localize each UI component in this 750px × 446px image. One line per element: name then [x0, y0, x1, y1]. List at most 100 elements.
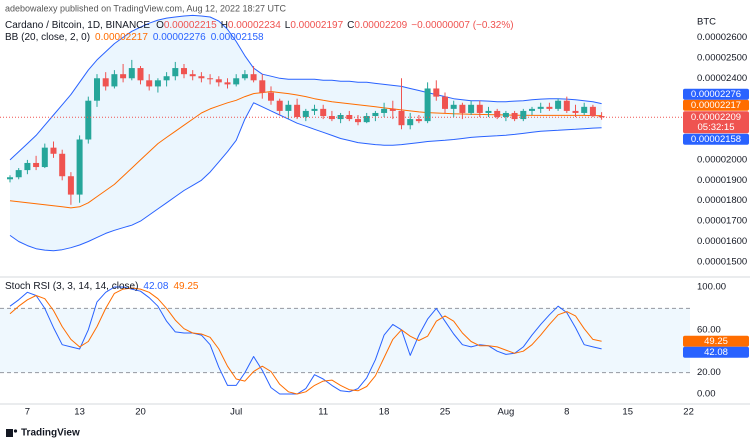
- candle-body: [320, 108, 327, 117]
- ohlc-value: 0.00002234: [228, 20, 281, 31]
- rsi-k-badge: 42.08: [704, 347, 728, 358]
- candle-body: [41, 147, 48, 168]
- ohlc-prefix: L: [285, 20, 291, 31]
- x-tick-label: Jul: [230, 407, 242, 418]
- candle-body: [233, 78, 240, 85]
- candle-body: [146, 80, 153, 87]
- y-tick-label: 20.00: [697, 367, 721, 378]
- y-tick-label: 0.00002600: [697, 32, 747, 43]
- ohlc-prefix: C: [347, 20, 354, 31]
- candle-body: [459, 104, 466, 113]
- candle-body: [346, 115, 353, 120]
- close-badge: 0.00002209: [691, 112, 741, 123]
- close-badge-bg: [683, 111, 749, 134]
- candle-body: [85, 100, 92, 140]
- ohlc-prefix: H: [221, 20, 228, 31]
- rsi-legend-value: 49.25: [173, 281, 198, 292]
- candle-body: [328, 116, 335, 120]
- candle-body: [407, 119, 414, 126]
- candle-body: [76, 139, 83, 195]
- y-tick-label: 0.00002400: [697, 73, 747, 84]
- candle-body: [302, 110, 309, 118]
- x-tick-label: 11: [318, 407, 328, 418]
- rsi-legend-value: 42.08: [143, 281, 168, 292]
- bb-lower-badge: 0.00002158: [691, 134, 741, 145]
- y-tick-label: 0.00001900: [697, 175, 747, 186]
- bb-band: [9, 14, 602, 161]
- x-tick-label: 13: [74, 407, 85, 418]
- ohlc-value: 0.00002197: [290, 20, 343, 31]
- candle-body: [520, 110, 527, 120]
- bb-basis-badge: 0.00002217: [691, 100, 741, 111]
- candle-body: [546, 106, 553, 109]
- candle-body: [276, 100, 283, 111]
- bb-band: [9, 102, 602, 252]
- candle-body: [50, 147, 57, 154]
- y-tick-label: 0.00002500: [697, 52, 747, 63]
- candle-body: [511, 112, 518, 120]
- candle-body: [224, 82, 231, 85]
- bb-fill: [10, 15, 602, 251]
- candle-body: [285, 104, 292, 111]
- candle-body: [102, 78, 109, 87]
- bb-legend-value: 0.00002217: [95, 32, 148, 43]
- candle-body: [563, 100, 570, 111]
- rsi-title: Stoch RSI (3, 3, 14, 14, close): [5, 281, 138, 292]
- rsi-line: [9, 286, 602, 395]
- candle-body: [398, 110, 405, 126]
- bb-legend-value: 0.00002158: [211, 32, 264, 43]
- bb-basis-badge-bg: [683, 99, 749, 111]
- y-tick-label: 60.00: [697, 324, 721, 335]
- rsi-line: [9, 287, 602, 395]
- candle-body: [450, 104, 457, 109]
- candle-body: [433, 88, 440, 97]
- candle-body: [581, 106, 588, 113]
- candle-body: [250, 74, 257, 81]
- publish-note: adebowalexy published on TradingView.com…: [5, 3, 287, 13]
- ohlc-value: 0.00002215: [164, 20, 217, 31]
- candle-body: [529, 108, 535, 111]
- candle-body: [294, 104, 301, 118]
- candle-body: [215, 79, 222, 83]
- x-tick-label: 22: [683, 407, 694, 418]
- y-tick-label: 0.00: [697, 388, 716, 399]
- x-tick-label: 15: [622, 407, 633, 418]
- candle-body: [59, 153, 66, 177]
- logo-part: [13, 429, 18, 433]
- candle-body: [598, 116, 605, 118]
- bb-legend-value: 0.00002276: [153, 32, 206, 43]
- candle-body: [67, 176, 74, 195]
- y-tick-label: 0.00001500: [697, 256, 747, 267]
- bb-title: BB (20, close, 2, 0): [5, 32, 90, 43]
- countdown: 05:32:15: [698, 122, 735, 133]
- candle-body: [363, 116, 370, 123]
- bb-legend: BB (20, close, 2, 0) 0.00002217 0.00002276…: [5, 32, 264, 43]
- x-tick-label: Aug: [497, 407, 514, 418]
- change-value: −0.00000007 (−0.32%): [411, 20, 513, 31]
- candle-body: [7, 177, 13, 180]
- x-tick-label: 18: [379, 407, 390, 418]
- candle-body: [537, 106, 544, 109]
- currency-label: BTC: [697, 17, 716, 28]
- candle-body: [555, 100, 562, 109]
- candle-body: [207, 78, 214, 80]
- bb-lower-badge-bg: [683, 133, 749, 145]
- candle-body: [494, 110, 501, 118]
- y-tick-label: 0.00001800: [697, 195, 747, 206]
- candle-body: [128, 68, 135, 79]
- candle-body: [311, 108, 318, 111]
- rsi-d-badge-bg: [683, 335, 749, 347]
- candle-body: [120, 74, 127, 79]
- candle-body: [198, 76, 205, 79]
- candle-body: [268, 92, 274, 101]
- bb-upper-badge: 0.00002276: [691, 89, 741, 100]
- symbol-title: Cardano / Bitcoin, 1D, BINANCE: [5, 20, 150, 31]
- candle-body: [442, 96, 448, 109]
- candle-body: [502, 112, 509, 118]
- ohlc-prefix: O: [156, 20, 164, 31]
- logo-part: [6, 429, 13, 437]
- y-tick-label: 0.00001700: [697, 216, 747, 227]
- candle-body: [337, 115, 344, 120]
- x-tick-label: 7: [25, 407, 30, 418]
